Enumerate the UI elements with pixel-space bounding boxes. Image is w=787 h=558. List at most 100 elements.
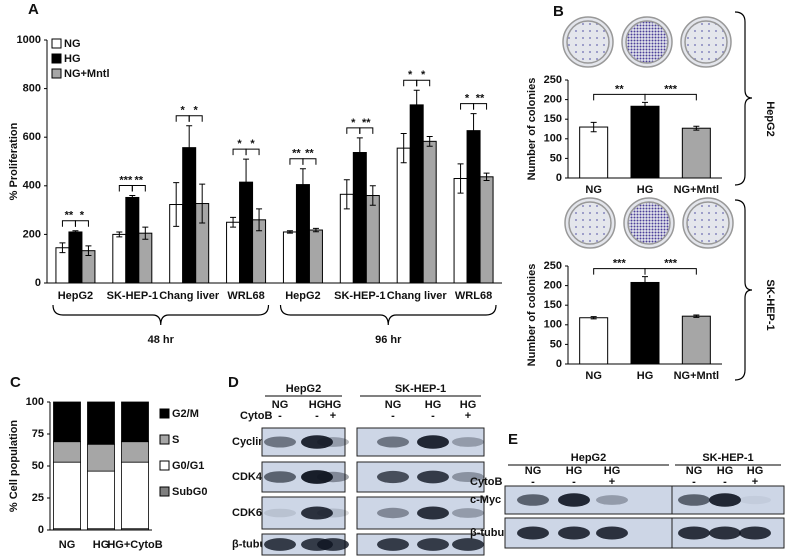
- lane-label: HG: [747, 465, 764, 477]
- bar: [630, 281, 660, 365]
- y-tick-label: 150: [544, 113, 562, 125]
- x-tick-label: Chang liver: [387, 290, 448, 302]
- blot-band: [558, 526, 590, 540]
- treatment-sign: -: [723, 476, 727, 488]
- treatment-sign: +: [609, 476, 615, 488]
- y-tick-label: 50: [32, 460, 44, 472]
- bar: [352, 152, 367, 284]
- treatment-sign: -: [315, 410, 319, 422]
- x-tick-label: NG+Mntl: [674, 184, 720, 196]
- legend-label: NG: [64, 38, 81, 50]
- y-tick-label: 50: [550, 338, 562, 350]
- error-bar: [186, 125, 193, 171]
- blot-band: [377, 538, 409, 551]
- blot-band: [517, 526, 549, 540]
- blot-band: [317, 538, 349, 551]
- error-bar: [286, 230, 293, 234]
- y-tick-label: 25: [32, 492, 44, 504]
- group-label: 48 hr: [148, 334, 175, 346]
- bar-segment: [53, 401, 81, 443]
- blot-band: [678, 526, 710, 540]
- x-tick-label: HG+CytoB: [107, 539, 162, 551]
- blot-band: [558, 493, 590, 507]
- error-bar: [457, 163, 464, 194]
- error-bar: [142, 226, 149, 240]
- significance-label: *: [181, 105, 186, 117]
- bar: [282, 231, 297, 284]
- bar: [68, 231, 83, 284]
- legend-swatch: [159, 460, 170, 471]
- x-tick-label: Chang liver: [159, 290, 220, 302]
- blot-band: [301, 470, 333, 484]
- lane-label: HG: [604, 465, 621, 477]
- blot-band: [596, 495, 628, 505]
- error-bar: [199, 183, 206, 224]
- blot-band: [417, 435, 449, 449]
- legend-label: G0/G1: [172, 460, 204, 472]
- bar: [466, 130, 481, 284]
- bar-segment: [87, 470, 115, 530]
- error-bar: [72, 230, 79, 234]
- significance-label: ***: [664, 257, 678, 269]
- significance-label: *: [250, 138, 255, 150]
- y-tick-label: 150: [544, 299, 562, 311]
- y-axis-label: Number of colonies: [526, 264, 538, 367]
- y-tick-label: 0: [556, 172, 562, 184]
- blot-band: [264, 508, 296, 518]
- row-label: CDK6: [232, 507, 262, 519]
- y-tick-label: 250: [544, 74, 562, 86]
- bar-segment: [121, 401, 149, 443]
- bar: [479, 176, 494, 284]
- blot-band: [377, 507, 409, 519]
- blot-band: [596, 526, 628, 540]
- y-tick-label: 75: [32, 428, 44, 440]
- x-tick-label: NG: [59, 539, 76, 551]
- y-tick-label: 0: [35, 277, 41, 289]
- legend-swatch: [159, 486, 170, 497]
- error-bar: [85, 245, 92, 257]
- error-bar: [59, 242, 66, 254]
- x-tick-label: NG: [585, 184, 602, 196]
- significance-bracket: [188, 115, 203, 122]
- row-label: c-Myc: [470, 494, 501, 506]
- bar-segment: [53, 461, 81, 530]
- error-bar: [590, 121, 597, 133]
- bar: [112, 233, 127, 284]
- treatment-sign: -: [692, 476, 696, 488]
- error-bar: [129, 195, 136, 200]
- y-tick-label: 200: [544, 94, 562, 106]
- blot-band: [709, 493, 741, 507]
- blot-band: [317, 437, 349, 447]
- x-tick-label: SK-HEP-1: [334, 290, 385, 302]
- bar: [409, 104, 424, 284]
- blot-band: [264, 538, 296, 551]
- lane-label: NG: [385, 399, 402, 411]
- side-label: SK-HEP-1: [764, 279, 776, 330]
- side-label: HepG2: [764, 101, 776, 136]
- error-bar: [470, 113, 477, 149]
- side-braces: [734, 11, 753, 381]
- x-tick-label: HG: [637, 184, 654, 196]
- panel-label: B: [553, 3, 564, 20]
- error-bar: [256, 208, 263, 232]
- treatment-sign: -: [531, 476, 535, 488]
- error-bar: [483, 172, 490, 181]
- bar: [365, 195, 380, 284]
- bar-segment: [121, 461, 149, 530]
- y-tick-label: 200: [23, 228, 41, 240]
- legend-label: SubG0: [172, 486, 207, 498]
- group-brace: [279, 304, 497, 326]
- significance-label: *: [237, 138, 242, 150]
- error-bar: [400, 133, 407, 164]
- bar: [579, 126, 609, 179]
- bar: [681, 127, 711, 179]
- blot-band: [517, 494, 549, 506]
- blot-band: [452, 437, 484, 447]
- treatment-sign: +: [330, 410, 336, 422]
- blot-band: [264, 436, 296, 448]
- significance-label: *: [465, 93, 470, 105]
- blot-band: [417, 506, 449, 520]
- bar: [453, 178, 468, 284]
- row-label: CDK4: [232, 471, 263, 483]
- significance-label: ***: [664, 83, 678, 95]
